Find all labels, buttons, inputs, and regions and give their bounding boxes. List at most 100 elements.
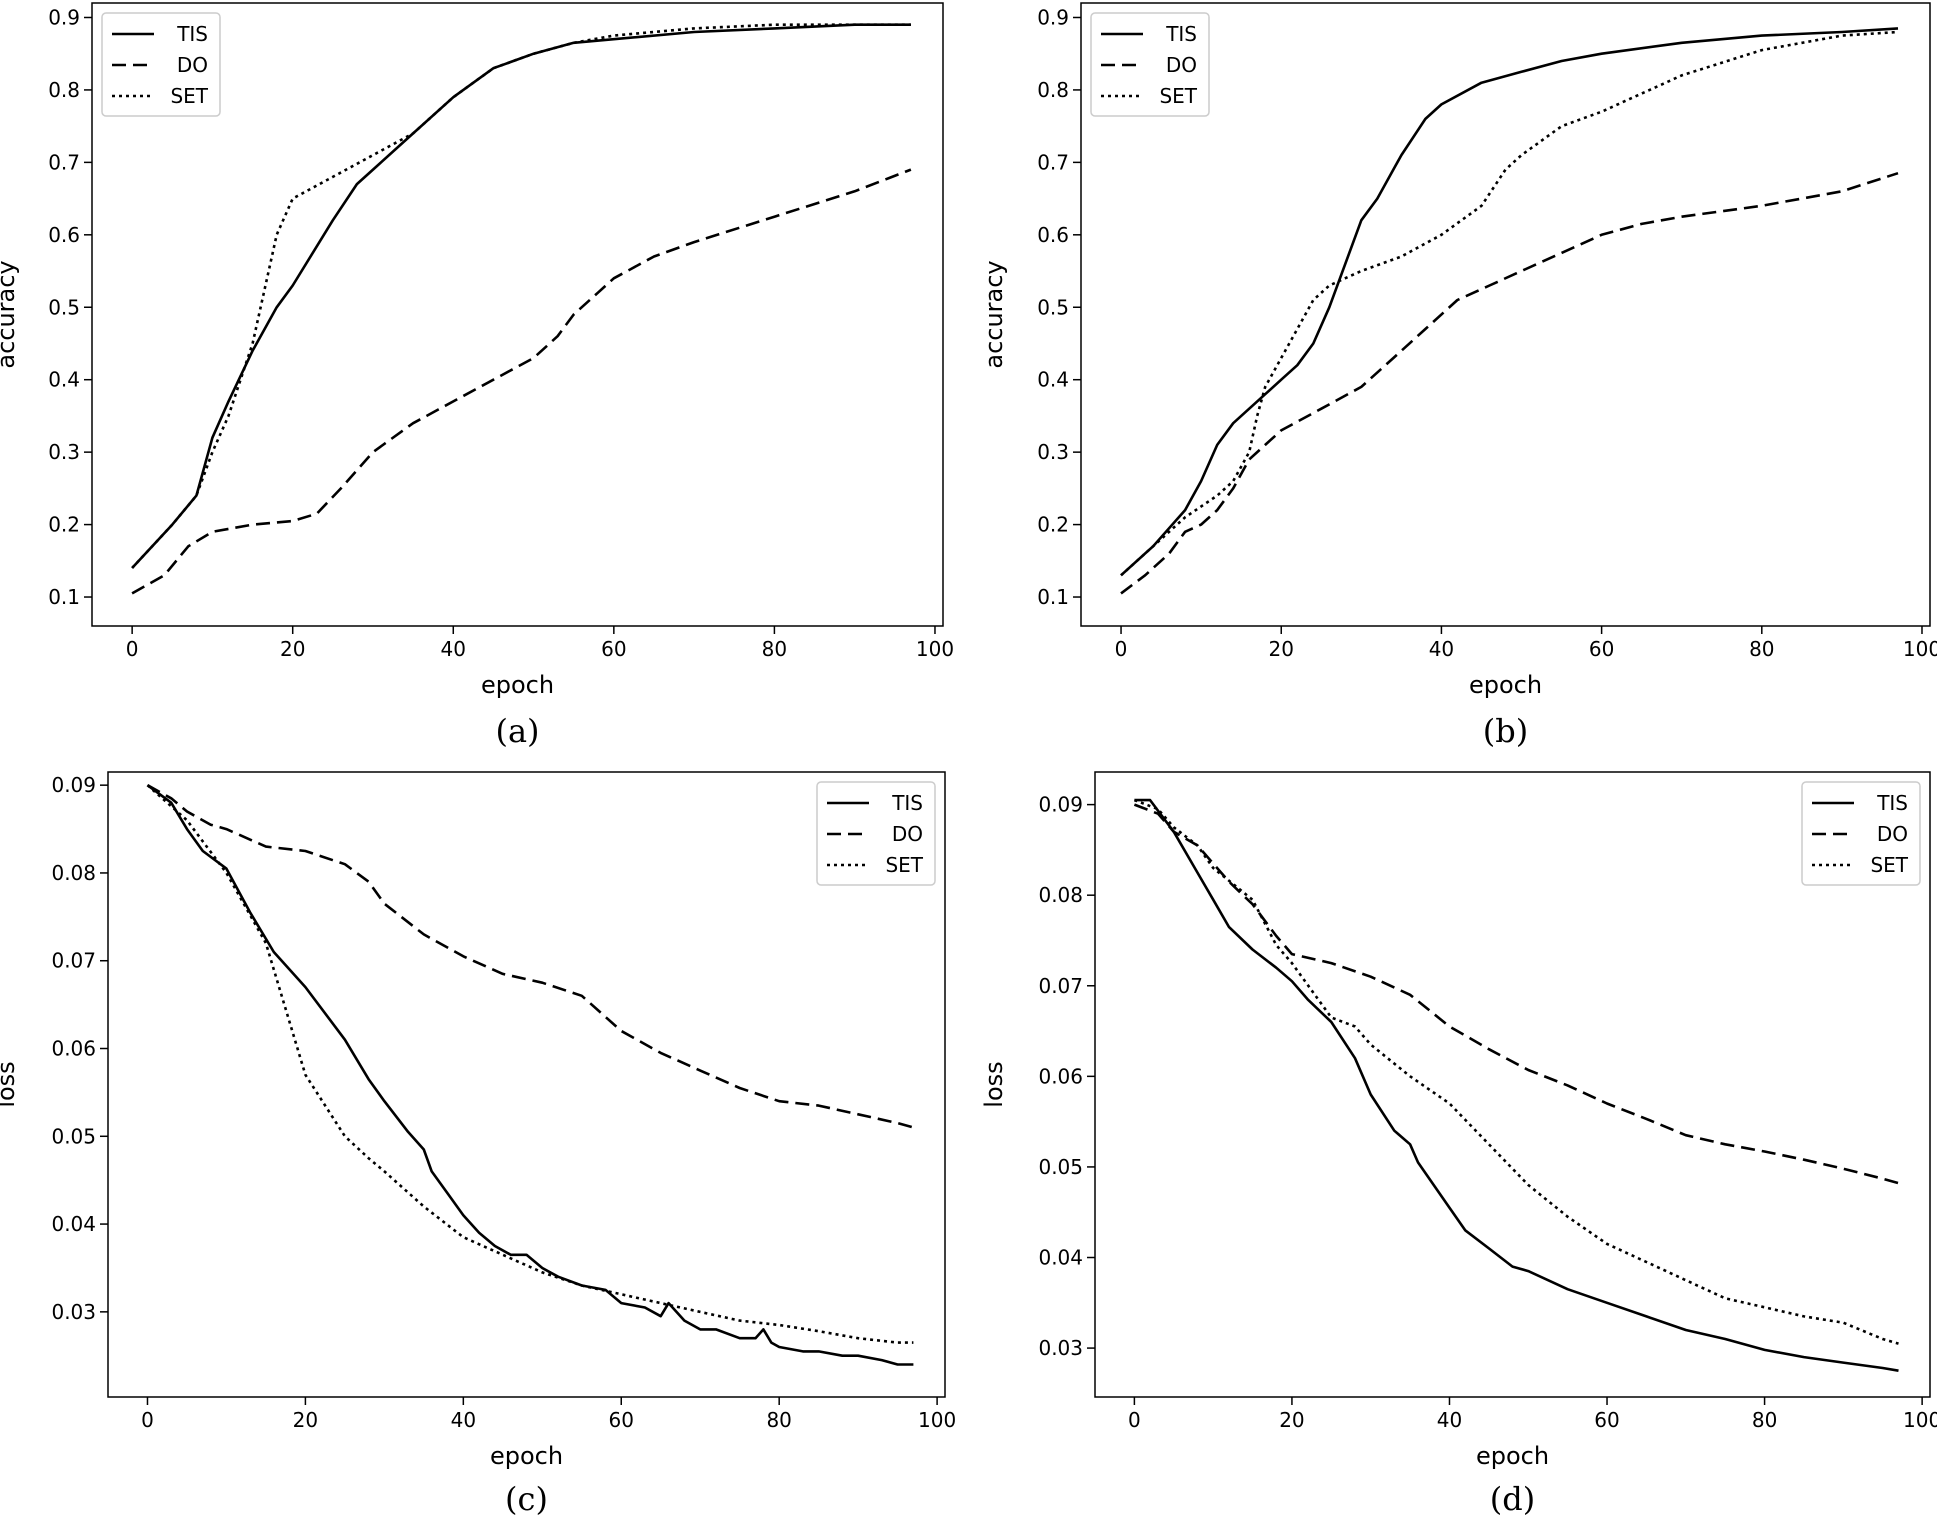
- x-tick-label: 0: [126, 637, 139, 661]
- x-tick-label: 100: [916, 637, 954, 661]
- chart-panel-2: 0 20 40 60 80 100 0.1 0.2 0.3 0.4 0.5 0.6 0.7 0.8 0.9 e…: [980, 2, 1937, 750]
- y-tick-label: 0.05: [51, 1124, 96, 1148]
- x-tick-label: 60: [1594, 1408, 1619, 1432]
- legend: TIS DO SET: [816, 781, 936, 886]
- x-tick-label: 80: [762, 637, 787, 661]
- legend: TIS DO SET: [1801, 781, 1921, 886]
- legend-label-tis: TIS: [1876, 791, 1908, 815]
- y-tick-label: 0.08: [51, 861, 96, 885]
- x-tick-label: 40: [1429, 637, 1454, 661]
- y-tick-label: 0.06: [1038, 1064, 1083, 1088]
- legend-label-do: DO: [1877, 822, 1908, 846]
- y-tick-label: 0.4: [48, 368, 80, 392]
- series-line-tis: [131, 23, 911, 569]
- x-tick-label: 40: [441, 637, 466, 661]
- x-tick-label: 60: [601, 637, 626, 661]
- y-tick-label: 0.07: [1038, 974, 1083, 998]
- series-line-tis: [146, 784, 914, 1366]
- y-tick-label: 0.2: [48, 513, 80, 537]
- y-tick-label: 0.4: [1037, 368, 1069, 392]
- y-tick-label: 0.06: [51, 1037, 96, 1061]
- chart-panel-1: 0 20 40 60 80 100 0.1 0.2 0.3 0.4 0.5 0.6 0.7 0.8 0.9 e…: [0, 2, 954, 750]
- y-tick-label: 0.5: [48, 295, 80, 319]
- y-tick-label: 0.09: [51, 773, 96, 797]
- plot-frame: [1080, 2, 1931, 627]
- legend-box: [1090, 12, 1210, 117]
- series-line-do: [1133, 803, 1899, 1185]
- y-tick-label: 0.04: [51, 1212, 96, 1236]
- series-line-set: [146, 784, 914, 1344]
- x-tick-label: 60: [609, 1408, 634, 1432]
- y-tick-label: 0.1: [1037, 585, 1069, 609]
- x-axis-label: epoch: [1469, 671, 1542, 699]
- y-tick-label: 0.8: [48, 78, 80, 102]
- x-axis-label: epoch: [490, 1442, 563, 1470]
- legend-label-tis: TIS: [1165, 22, 1197, 46]
- y-tick-label: 0.09: [1038, 793, 1083, 817]
- x-tick-label: 80: [1749, 637, 1774, 661]
- x-tick-label: 80: [766, 1408, 791, 1432]
- y-tick-label: 0.6: [48, 223, 80, 247]
- y-tick-label: 0.3: [1037, 440, 1069, 464]
- y-tick-label: 0.2: [1037, 513, 1069, 537]
- series-line-tis: [1120, 27, 1899, 577]
- y-tick-label: 0.5: [1037, 295, 1069, 319]
- plot-frame: [1094, 771, 1931, 1398]
- y-tick-label: 0.08: [1038, 883, 1083, 907]
- panel-caption: (d): [1490, 1480, 1535, 1518]
- x-axis-label: epoch: [481, 671, 554, 699]
- x-tick-label: 100: [1903, 637, 1937, 661]
- y-tick-label: 0.8: [1037, 78, 1069, 102]
- x-tick-label: 20: [1279, 1408, 1304, 1432]
- panel-caption: (c): [505, 1480, 548, 1518]
- y-tick-label: 0.7: [48, 150, 80, 174]
- chart-panel-4: 0 20 40 60 80 100 0.03 0.04 0.05 0.06 0.07 0.08 0.09…: [980, 771, 1937, 1518]
- legend-label-tis: TIS: [891, 791, 923, 815]
- legend-box: [1801, 781, 1921, 886]
- plot-frame: [91, 2, 944, 627]
- series-line-tis: [1134, 798, 1899, 1372]
- x-tick-label: 0: [1128, 1408, 1141, 1432]
- legend-label-set: SET: [1870, 853, 1908, 877]
- y-tick-label: 0.05: [1038, 1155, 1083, 1179]
- series-line-set: [1120, 30, 1899, 577]
- y-tick-label: 0.9: [1037, 5, 1069, 29]
- x-axis-label: epoch: [1476, 1442, 1549, 1470]
- legend-label-do: DO: [177, 53, 208, 77]
- x-tick-label: 80: [1752, 1408, 1777, 1432]
- legend-label-set: SET: [885, 853, 923, 877]
- x-tick-label: 100: [918, 1408, 956, 1432]
- series-line-set: [1133, 798, 1899, 1345]
- legend-label-set: SET: [1159, 84, 1197, 108]
- panel-caption: (a): [495, 712, 539, 750]
- series-line-set: [131, 23, 911, 569]
- legend: TIS DO SET: [1090, 12, 1210, 117]
- x-tick-label: 20: [280, 637, 305, 661]
- y-tick-label: 0.04: [1038, 1246, 1083, 1270]
- y-tick-label: 0.03: [51, 1300, 96, 1324]
- x-tick-label: 40: [451, 1408, 476, 1432]
- legend-label-set: SET: [170, 84, 208, 108]
- x-tick-label: 20: [1269, 637, 1294, 661]
- series-line-do: [1120, 171, 1899, 595]
- legend-label-tis: TIS: [176, 22, 208, 46]
- legend-box: [101, 12, 221, 117]
- y-tick-label: 0.03: [1038, 1336, 1083, 1360]
- x-tick-label: 0: [1115, 637, 1128, 661]
- y-axis-label: loss: [980, 1061, 1008, 1107]
- y-tick-label: 0.07: [51, 949, 96, 973]
- chart-panel-3: 0 20 40 60 80 100 0.03 0.04 0.05 0.06 0.07 0.08 0.09…: [0, 771, 956, 1518]
- y-axis-label: loss: [0, 1061, 20, 1107]
- series-line-do: [146, 784, 914, 1129]
- plot-frame: [107, 771, 946, 1398]
- series-line-do: [131, 168, 912, 595]
- y-tick-label: 0.9: [48, 5, 80, 29]
- x-tick-label: 20: [293, 1408, 318, 1432]
- y-tick-label: 0.6: [1037, 223, 1069, 247]
- x-tick-label: 0: [141, 1408, 154, 1432]
- y-tick-label: 0.1: [48, 585, 80, 609]
- legend-label-do: DO: [892, 822, 923, 846]
- x-tick-label: 60: [1589, 637, 1614, 661]
- legend-box: [816, 781, 936, 886]
